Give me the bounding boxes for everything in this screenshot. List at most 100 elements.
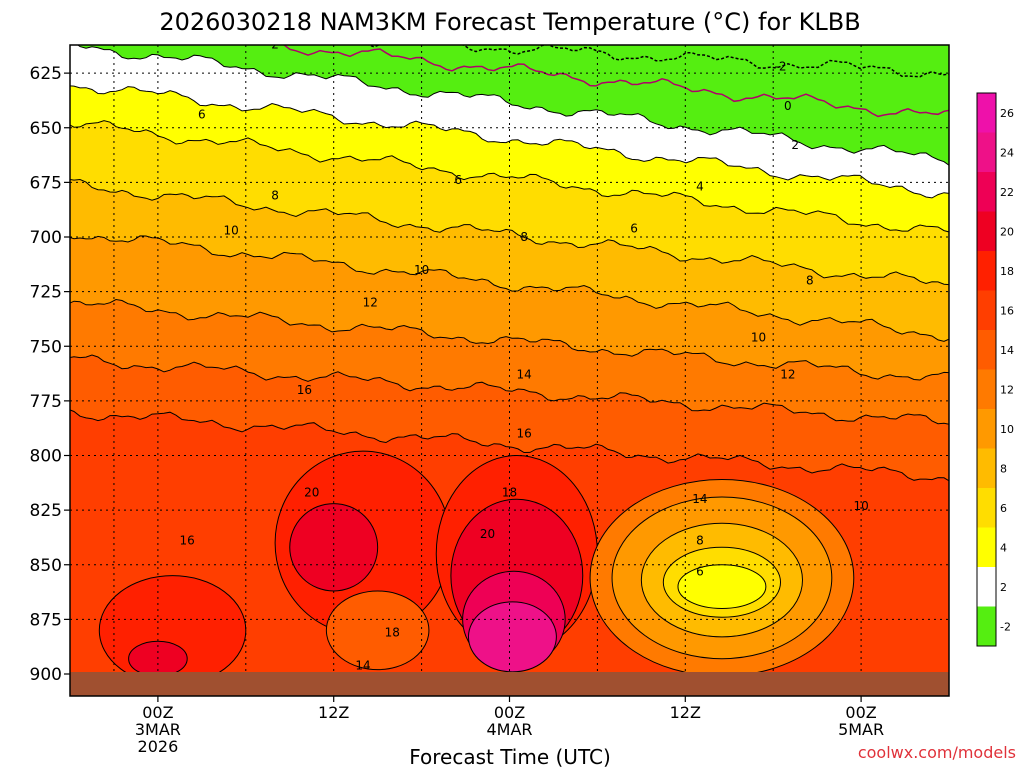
contour-label: 10: [224, 223, 239, 237]
y-tick-label: 650: [30, 119, 62, 139]
isotherm-line: [282, 45, 949, 118]
credit-text: coolwx.com/models: [858, 743, 1016, 762]
temperature-blob: [677, 564, 767, 609]
contour-label: 16: [297, 383, 312, 397]
contour-label: 10: [853, 499, 868, 513]
x-tick-label: 2026: [138, 737, 179, 756]
contour-label: 18: [385, 625, 400, 639]
contour-label: 16: [180, 534, 195, 548]
colorbar-swatch: [977, 290, 996, 330]
contour-label: 20: [480, 527, 495, 541]
temperature-blob: [289, 503, 379, 592]
isotherm-line: [70, 409, 949, 482]
contour-label: 16: [517, 427, 532, 441]
x-tick-label: 00Z: [845, 703, 876, 722]
x-tick-label: 12Z: [670, 703, 701, 722]
colorbar-label: 24: [1000, 146, 1014, 159]
colorbar-swatch: [977, 448, 996, 488]
chart-title: 2026030218 NAM3KM Forecast Temperature (…: [159, 8, 860, 36]
x-tick-label: 3MAR: [135, 720, 181, 739]
colorbar-label: 26: [1000, 107, 1014, 120]
contour-label: 10: [414, 263, 429, 277]
contour-label: 8: [271, 188, 279, 202]
colorbar-swatch: [977, 527, 996, 567]
colorbar-swatch: [977, 211, 996, 251]
colorbar-label: 22: [1000, 186, 1014, 199]
y-tick-label: 850: [30, 556, 62, 576]
colorbar-frame: [976, 92, 997, 647]
isotherm-line: [70, 298, 949, 381]
y-tick-label: 875: [30, 610, 62, 630]
contour-label: 2: [791, 138, 799, 152]
colorbar-label: -2: [1000, 620, 1011, 633]
colorbar-label: 18: [1000, 265, 1014, 278]
y-tick-label: 725: [30, 283, 62, 303]
y-tick-label: 900: [30, 665, 62, 685]
contour-label: 2: [271, 38, 279, 52]
ground-layer: [70, 672, 949, 696]
contour-label: 20: [304, 486, 319, 500]
colorbar-label: 2: [1000, 581, 1007, 594]
y-tick-label: 800: [30, 447, 62, 467]
contour-label: 6: [198, 108, 206, 122]
colorbar-swatch: [977, 251, 996, 291]
x-tick-label: 12Z: [318, 703, 349, 722]
isotherm-line: [70, 178, 949, 286]
colorbar-label: 20: [1000, 225, 1014, 238]
y-tick-label: 700: [30, 228, 62, 248]
x-tick-label: 5MAR: [838, 720, 884, 739]
x-tick-label: 00Z: [494, 703, 525, 722]
contour-label: 6: [696, 564, 704, 578]
colorbar-swatch: [977, 369, 996, 409]
colorbar-swatch: [977, 93, 996, 133]
colorbar-swatch: [977, 488, 996, 528]
temperature-blob: [467, 601, 557, 673]
contour-label: 14: [692, 492, 707, 506]
isotherm-line: [70, 235, 949, 342]
colorbar-label: 14: [1000, 344, 1014, 357]
colorbar-swatch: [977, 409, 996, 449]
isotherm-line: [77, 45, 949, 166]
y-tick-label: 675: [30, 173, 62, 193]
contour-label: 0: [784, 99, 792, 113]
contour-label: 12: [363, 296, 378, 310]
x-tick-label: 4MAR: [486, 720, 532, 739]
colorbar-label: 6: [1000, 502, 1007, 515]
y-tick-label: 750: [30, 337, 62, 357]
contour-label: 18: [502, 486, 517, 500]
isotherm-line: [70, 354, 949, 425]
contour-label: 14: [517, 368, 532, 382]
contour-label: 4: [696, 180, 704, 194]
colorbar-swatch: [977, 132, 996, 172]
contour-label: 6: [454, 173, 462, 187]
x-tick-label: 00Z: [142, 703, 173, 722]
y-tick-label: 625: [30, 64, 62, 84]
colorbar-swatch: [977, 606, 996, 646]
y-tick-label: 825: [30, 501, 62, 521]
contour-label: 14: [355, 658, 370, 672]
ground-surface: [70, 672, 949, 696]
colorbar-label: 4: [1000, 541, 1007, 554]
colorbar-label: 8: [1000, 462, 1007, 475]
colorbar-swatch: [977, 567, 996, 607]
colorbar-label: 12: [1000, 383, 1014, 396]
colorbar-label: 16: [1000, 304, 1014, 317]
colorbar-swatch: [977, 330, 996, 370]
colorbar-label: 10: [1000, 423, 1014, 436]
contour-label: 8: [696, 534, 704, 548]
contour-label: 12: [780, 368, 795, 382]
temperature-blob: [325, 590, 430, 671]
contour-label: 6: [630, 221, 638, 235]
contour-label: 10: [751, 331, 766, 345]
y-tick-label: 775: [30, 392, 62, 412]
y-axis-ticks: 625 650 675 700 725 750 775 800 825 850 875 900: [30, 64, 70, 685]
x-axis-label: Forecast Time (UTC): [409, 745, 611, 768]
colorbar-swatch: [977, 172, 996, 212]
contour-label: 8: [520, 230, 528, 244]
contour-label: 8: [806, 274, 814, 288]
contour-label: -2: [775, 60, 787, 74]
